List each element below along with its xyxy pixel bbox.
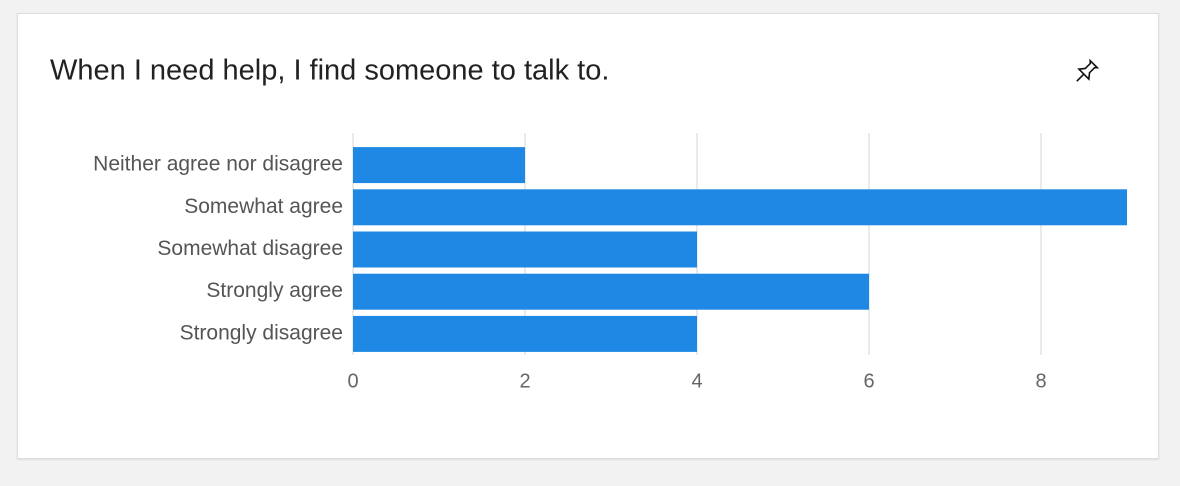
pin-head[interactable] bbox=[1077, 58, 1100, 81]
y-tick-label: Somewhat agree bbox=[184, 195, 343, 218]
bar bbox=[353, 147, 525, 184]
y-tick-label: Strongly disagree bbox=[180, 321, 343, 344]
bar bbox=[353, 231, 697, 268]
x-tick-label: 8 bbox=[1035, 370, 1046, 392]
pin-needle[interactable] bbox=[1076, 73, 1085, 82]
x-tick-label: 0 bbox=[347, 370, 358, 392]
bar bbox=[353, 189, 1127, 226]
chart-title: When I need help, I find someone to talk… bbox=[50, 55, 609, 87]
y-tick-label: Strongly agree bbox=[206, 279, 343, 302]
bar bbox=[353, 315, 697, 352]
x-tick-label: 4 bbox=[691, 370, 702, 392]
bar bbox=[353, 273, 869, 310]
x-tick-label: 2 bbox=[519, 370, 530, 392]
pin-icon[interactable] bbox=[1072, 58, 1100, 86]
x-tick-label: 6 bbox=[863, 370, 874, 392]
y-tick-label: Somewhat disagree bbox=[157, 237, 343, 260]
y-tick-label: Neither agree nor disagree bbox=[93, 153, 343, 176]
